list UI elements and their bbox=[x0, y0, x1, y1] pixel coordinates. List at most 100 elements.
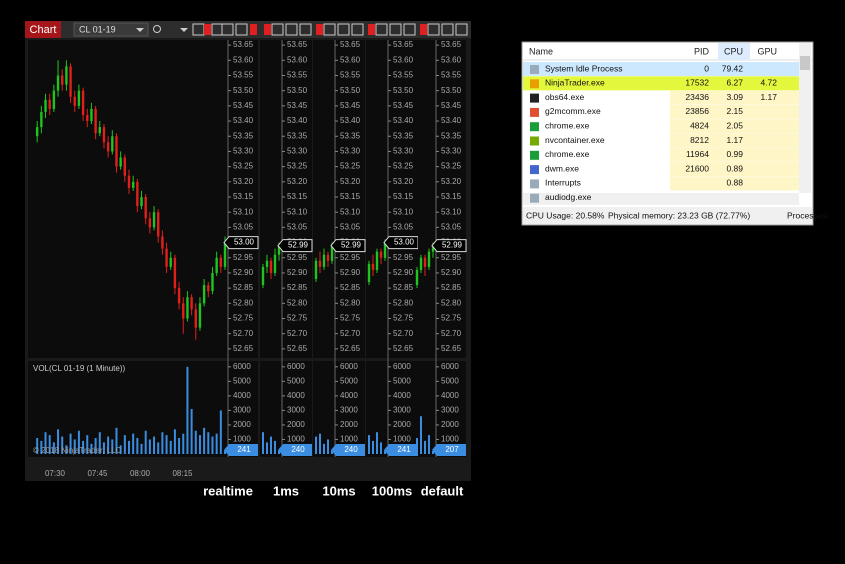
chart-tab-label[interactable]: Chart bbox=[30, 24, 57, 36]
volume-bar bbox=[207, 432, 210, 454]
y-tick-label: 53.25 bbox=[393, 162, 414, 171]
scrollbar[interactable] bbox=[799, 43, 811, 193]
candle-body bbox=[265, 260, 269, 267]
window-button[interactable] bbox=[211, 23, 224, 36]
instrument-label[interactable]: CL 01-19 bbox=[79, 24, 116, 34]
y-tick-label: 52.85 bbox=[233, 283, 254, 292]
h-scrollbar[interactable] bbox=[523, 193, 799, 205]
window-button[interactable] bbox=[204, 24, 211, 35]
volume-bar bbox=[119, 445, 122, 454]
price-panel bbox=[418, 40, 466, 358]
window-button[interactable] bbox=[427, 23, 440, 36]
y-tick-label: 53.40 bbox=[233, 116, 254, 125]
y-tick-label: 2000 bbox=[393, 420, 411, 429]
volume-bar bbox=[157, 442, 160, 454]
window-buttons bbox=[192, 23, 468, 36]
window-button[interactable] bbox=[323, 23, 336, 36]
candle-body bbox=[215, 257, 218, 273]
volume-bar bbox=[144, 430, 147, 454]
y-tick-label: 53.25 bbox=[340, 162, 361, 171]
y-tick-label: 3000 bbox=[441, 406, 459, 415]
y-tick-label: 52.75 bbox=[233, 314, 254, 323]
column-header[interactable]: PID bbox=[694, 46, 710, 56]
volume-bar bbox=[327, 439, 329, 454]
candle-body bbox=[190, 297, 193, 310]
panel-label: default bbox=[421, 483, 464, 498]
window-button[interactable] bbox=[271, 23, 284, 36]
window-button[interactable] bbox=[375, 23, 388, 36]
column-header[interactable]: GPU bbox=[757, 46, 777, 56]
cpu-cell-shade bbox=[670, 90, 799, 105]
y-tick-label: 4000 bbox=[233, 391, 251, 400]
candle-body bbox=[40, 111, 43, 128]
y-tick-label: 52.95 bbox=[441, 253, 462, 262]
process-icon bbox=[530, 136, 539, 146]
volume-bar bbox=[219, 410, 222, 454]
y-tick-label: 2000 bbox=[340, 420, 358, 429]
window-button[interactable] bbox=[403, 23, 416, 36]
price-tag bbox=[277, 239, 313, 253]
y-tick-label: 53.20 bbox=[441, 177, 462, 186]
y-tick-label: 53.45 bbox=[393, 101, 414, 110]
search-icon[interactable] bbox=[153, 25, 161, 33]
window-button[interactable] bbox=[192, 23, 205, 36]
menu-arrow[interactable] bbox=[180, 28, 188, 32]
y-tick-label: 53.20 bbox=[287, 177, 308, 186]
volume-bar bbox=[262, 432, 264, 454]
volume-bar bbox=[94, 438, 97, 454]
window-button[interactable] bbox=[420, 24, 427, 35]
window-button[interactable] bbox=[250, 24, 257, 35]
process-icon bbox=[530, 122, 539, 132]
window-button[interactable] bbox=[368, 24, 375, 35]
y-tick-label: 52.75 bbox=[287, 314, 308, 323]
volume-bar bbox=[331, 450, 333, 454]
window-button[interactable] bbox=[316, 24, 323, 35]
candle-body bbox=[115, 136, 118, 167]
chart-tab[interactable] bbox=[25, 21, 61, 38]
y-tick-label: 52.80 bbox=[233, 298, 254, 307]
candle-body bbox=[56, 75, 60, 91]
window-button[interactable] bbox=[299, 23, 312, 36]
panel-label: 100ms bbox=[372, 483, 412, 498]
y-tick-label: 52.65 bbox=[340, 344, 361, 353]
y-tick-label: 53.15 bbox=[393, 192, 414, 201]
candle-body bbox=[427, 251, 431, 267]
volume-bar bbox=[416, 438, 418, 454]
window-button[interactable] bbox=[285, 23, 298, 36]
y-tick-label: 1000 bbox=[233, 435, 251, 444]
window-button[interactable] bbox=[455, 23, 468, 36]
window-button[interactable] bbox=[337, 23, 350, 36]
cell: 0 bbox=[704, 63, 709, 73]
volume-tag-label: 240 bbox=[291, 445, 305, 454]
instrument-select[interactable] bbox=[73, 22, 149, 37]
volume-bar bbox=[420, 416, 422, 454]
y-tick-label: 52.80 bbox=[340, 298, 361, 307]
candle-body bbox=[194, 309, 197, 328]
y-tick-label: 52.75 bbox=[393, 314, 414, 323]
volume-bar bbox=[140, 443, 143, 454]
cell: 1.17 bbox=[760, 92, 777, 102]
candle-body bbox=[379, 251, 383, 258]
window-button[interactable] bbox=[235, 23, 248, 36]
candle-body bbox=[119, 157, 122, 167]
y-tick-label: 53.25 bbox=[441, 162, 462, 171]
volume-bar bbox=[65, 445, 68, 454]
scroll-thumb[interactable] bbox=[800, 56, 810, 70]
window-button[interactable] bbox=[351, 23, 364, 36]
window-button[interactable] bbox=[264, 24, 271, 35]
status-text: Physical memory: 23.23 GB (72.77%) bbox=[608, 210, 750, 220]
window-button[interactable] bbox=[221, 23, 234, 36]
volume-bar bbox=[52, 442, 55, 454]
candle-body bbox=[330, 245, 334, 261]
candle-body bbox=[419, 257, 423, 270]
column-header[interactable]: CPU bbox=[724, 46, 743, 56]
price-panel bbox=[28, 40, 258, 358]
y-tick-label: 52.65 bbox=[393, 344, 414, 353]
window-button[interactable] bbox=[441, 23, 454, 36]
window-button[interactable] bbox=[389, 23, 402, 36]
column-header[interactable]: Name bbox=[529, 46, 553, 56]
volume-bar bbox=[203, 427, 206, 454]
volume-bar bbox=[178, 438, 181, 454]
volume-bar bbox=[82, 440, 85, 454]
cell: 11964 bbox=[686, 149, 709, 159]
